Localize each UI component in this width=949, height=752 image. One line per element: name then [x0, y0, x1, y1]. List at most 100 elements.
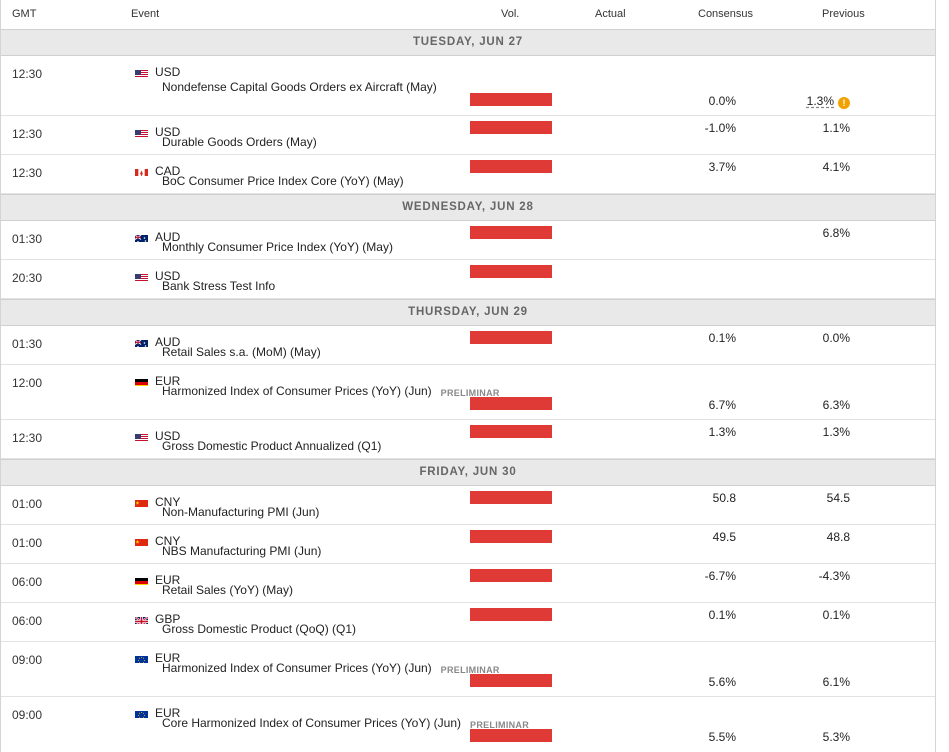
previous-value: 6.3% [822, 398, 850, 412]
event-name[interactable]: Retail Sales (YoY) (May) [162, 583, 302, 597]
event-title: BoC Consumer Price Index Core (YoY) (May… [162, 174, 404, 188]
event-time: 20:30 [12, 271, 43, 285]
event-name[interactable]: Core Harmonized Index of Consumer Prices… [162, 716, 529, 730]
volatility-bar [470, 397, 552, 410]
consensus-value: 6.7% [708, 398, 736, 412]
consensus-value: 0.1% [708, 331, 736, 345]
eu-flag-icon [135, 709, 148, 718]
table-header: GMT Event Vol. Actual Consensus Previous [1, 0, 935, 30]
event-name[interactable]: Gross Domestic Product Annualized (Q1) [162, 439, 390, 453]
event-currency: EUR [155, 573, 181, 587]
event-row[interactable]: 01:00 CNY Non-Manufacturing PMI (Jun) 50… [1, 486, 935, 525]
event-name[interactable]: Gross Domestic Product (QoQ) (Q1) [162, 622, 365, 636]
event-row[interactable]: 09:00 EUR Core Harmonized Index of Consu… [1, 697, 935, 752]
au-flag-icon [135, 233, 148, 242]
consensus-value: -1.0% [704, 121, 736, 135]
event-name[interactable]: Durable Goods Orders (May) [162, 135, 326, 149]
event-name[interactable]: Monthly Consumer Price Index (YoY) (May) [162, 240, 402, 254]
event-time: 09:00 [12, 653, 43, 667]
previous-value: 0.0% [822, 331, 850, 345]
event-title: Monthly Consumer Price Index (YoY) (May) [162, 240, 393, 254]
ca-flag-icon [135, 167, 148, 176]
event-currency: AUD [155, 335, 181, 349]
event-title: Retail Sales s.a. (MoM) (May) [162, 345, 321, 359]
previous-value: 1.3%! [807, 94, 850, 109]
us-flag-icon [135, 272, 148, 281]
gmt-header: GMT [12, 8, 37, 20]
gb-flag-icon [135, 615, 148, 624]
event-row[interactable]: 12:30 USD Gross Domestic Product Annuali… [1, 420, 935, 459]
consensus-header: Consensus [698, 8, 754, 20]
event-row[interactable]: 01:30 AUD Retail Sales s.a. (MoM) (May) … [1, 326, 935, 365]
eu-flag-icon [135, 654, 148, 663]
event-title: Nondefense Capital Goods Orders ex Aircr… [162, 80, 437, 94]
event-title: Non-Manufacturing PMI (Jun) [162, 505, 320, 519]
event-title: Harmonized Index of Consumer Prices (YoY… [162, 661, 432, 675]
event-time: 09:00 [12, 708, 43, 722]
warning-icon[interactable]: ! [838, 97, 850, 109]
preliminary-badge: PRELIMINAR [440, 665, 500, 675]
event-row[interactable]: 01:00 CNY NBS Manufacturing PMI (Jun) 49… [1, 525, 935, 564]
event-name[interactable]: NBS Manufacturing PMI (Jun) [162, 544, 330, 558]
previous-value: 6.8% [822, 226, 850, 240]
event-time: 12:30 [12, 431, 43, 445]
event-currency: AUD [155, 230, 181, 244]
preliminary-badge: PRELIMINAR [470, 720, 530, 730]
event-name[interactable]: Retail Sales s.a. (MoM) (May) [162, 345, 330, 359]
us-flag-icon [135, 68, 148, 77]
volatility-bar [470, 93, 552, 106]
event-row[interactable]: 12:30 CAD BoC Consumer Price Index Core … [1, 155, 935, 194]
previous-value: 48.8 [826, 530, 850, 544]
au-flag-icon [135, 338, 148, 347]
date-row: FRIDAY, JUN 30 [1, 459, 935, 486]
de-flag-icon [135, 576, 148, 585]
event-title: Durable Goods Orders (May) [162, 135, 317, 149]
volatility-bar [470, 491, 552, 504]
date-row: THURSDAY, JUN 29 [1, 299, 935, 326]
event-row[interactable]: 09:00 EUR Harmonized Index of Consumer P… [1, 642, 935, 697]
us-flag-icon [135, 432, 148, 441]
event-name[interactable]: Non-Manufacturing PMI (Jun) [162, 505, 328, 519]
event-row[interactable]: 12:00 EUR Harmonized Index of Consumer P… [1, 365, 935, 420]
consensus-value: 5.6% [708, 675, 736, 689]
event-name[interactable]: Nondefense Capital Goods Orders ex Aircr… [162, 80, 446, 94]
consensus-value: 3.7% [708, 160, 736, 174]
event-row[interactable]: 20:30 USD Bank Stress Test Info [1, 260, 935, 299]
event-row[interactable]: 01:30 AUD Monthly Consumer Price Index (… [1, 221, 935, 260]
previous-value: 1.3% [822, 425, 850, 439]
previous-value: 0.1% [822, 608, 850, 622]
event-name[interactable]: Bank Stress Test Info [162, 279, 284, 293]
event-currency: GBP [155, 612, 181, 626]
consensus-value: -6.7% [704, 569, 736, 583]
date-row: WEDNESDAY, JUN 28 [1, 194, 935, 221]
event-name[interactable]: BoC Consumer Price Index Core (YoY) (May… [162, 174, 413, 188]
consensus-value: 49.5 [712, 530, 736, 544]
event-row[interactable]: 12:30 USD Durable Goods Orders (May) -1.… [1, 116, 935, 155]
event-header: Event [131, 8, 160, 20]
event-row[interactable]: 12:30 USD Nondefense Capital Goods Order… [1, 56, 935, 116]
event-time: 01:00 [12, 497, 43, 511]
volatility-bar [470, 121, 552, 134]
event-currency: USD [155, 125, 181, 139]
de-flag-icon [135, 377, 148, 386]
event-title: Gross Domestic Product (QoQ) (Q1) [162, 622, 357, 636]
event-currency: CNY [155, 495, 181, 509]
previous-value: -4.3% [818, 569, 850, 583]
event-row[interactable]: 06:00 GBP Gross Domestic Product (QoQ) (… [1, 603, 935, 642]
event-name[interactable]: Harmonized Index of Consumer Prices (YoY… [162, 384, 500, 398]
volatility-bar [470, 226, 552, 239]
volatility-bar [470, 331, 552, 344]
event-name[interactable]: Harmonized Index of Consumer Prices (YoY… [162, 661, 500, 675]
consensus-value: 50.8 [712, 491, 736, 505]
event-title: Core Harmonized Index of Consumer Prices… [162, 716, 462, 730]
event-time: 12:30 [12, 166, 43, 180]
previous-value: 5.3% [822, 730, 850, 744]
volatility-bar [470, 160, 552, 173]
event-row[interactable]: 06:00 EUR Retail Sales (YoY) (May) -6.7%… [1, 564, 935, 603]
consensus-value: 0.1% [708, 608, 736, 622]
event-currency: EUR [155, 374, 181, 388]
cn-flag-icon [135, 537, 148, 546]
previous-value: 4.1% [822, 160, 850, 174]
consensus-value: 5.5% [708, 730, 736, 744]
